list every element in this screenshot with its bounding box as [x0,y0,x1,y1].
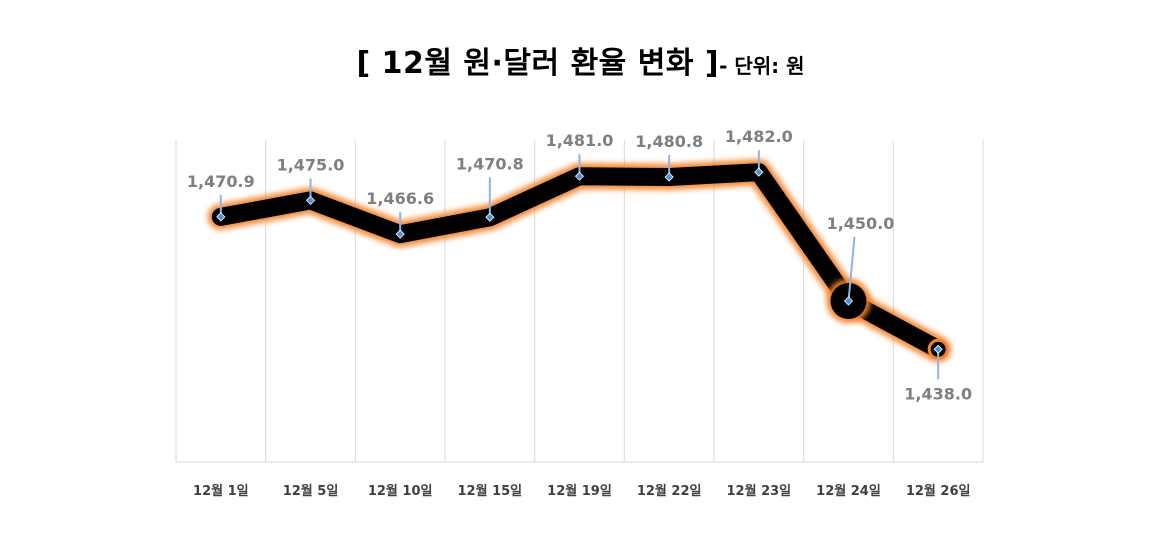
x-tick-label: 12월 24일 [816,483,881,499]
data-point-marker [485,212,495,222]
x-tick-label: 12월 23일 [727,483,792,499]
data-label: 1,480.8 [635,132,703,151]
x-tick-label: 12월 15일 [458,483,523,499]
data-label-group: 1,470.9 1,475.0 1,466.6 1,470.8 1,481.0 1,480… [187,127,972,403]
chart-unit-label: - 단위: 원 [719,54,805,78]
data-label: 1,481.0 [546,131,614,150]
data-point-marker [933,344,943,354]
data-label: 1,475.0 [277,155,345,174]
x-tick-label: 12월 19일 [547,483,612,499]
data-label: 1,470.9 [187,172,255,191]
data-label: 1,450.0 [827,214,895,233]
x-tick-label: 12월 10일 [368,483,433,499]
data-label: 1,466.6 [366,189,434,208]
data-point-marker [574,171,585,181]
data-label: 1,438.0 [904,384,972,403]
x-tick-label: 12월 22일 [637,483,702,499]
data-label: 1,482.0 [725,127,793,146]
chart-title: [ 12월 원·달러 환율 변화 ] [356,46,720,81]
data-point-marker [395,229,405,239]
x-tick-label: 12월 5일 [283,483,339,499]
series-line [211,163,948,359]
series-line-group [207,159,952,363]
chart-title-block: [ 12월 원·달러 환율 변화 ]- 단위: 원 [0,38,1161,82]
data-point-marker [843,296,854,306]
data-label-leader [847,236,856,302]
data-point-marker [754,167,764,177]
x-tick-label: 12월 1일 [193,483,249,499]
x-axis-ticks: 12월 1일 12월 5일 12월 10일 12월 15일 12월 19일 12월 22일… [193,483,970,499]
data-point-marker [664,172,674,182]
x-tick-label: 12월 26일 [906,483,971,499]
data-label: 1,470.8 [456,154,524,173]
data-point-marker [305,195,316,205]
data-point-marker [216,212,226,222]
